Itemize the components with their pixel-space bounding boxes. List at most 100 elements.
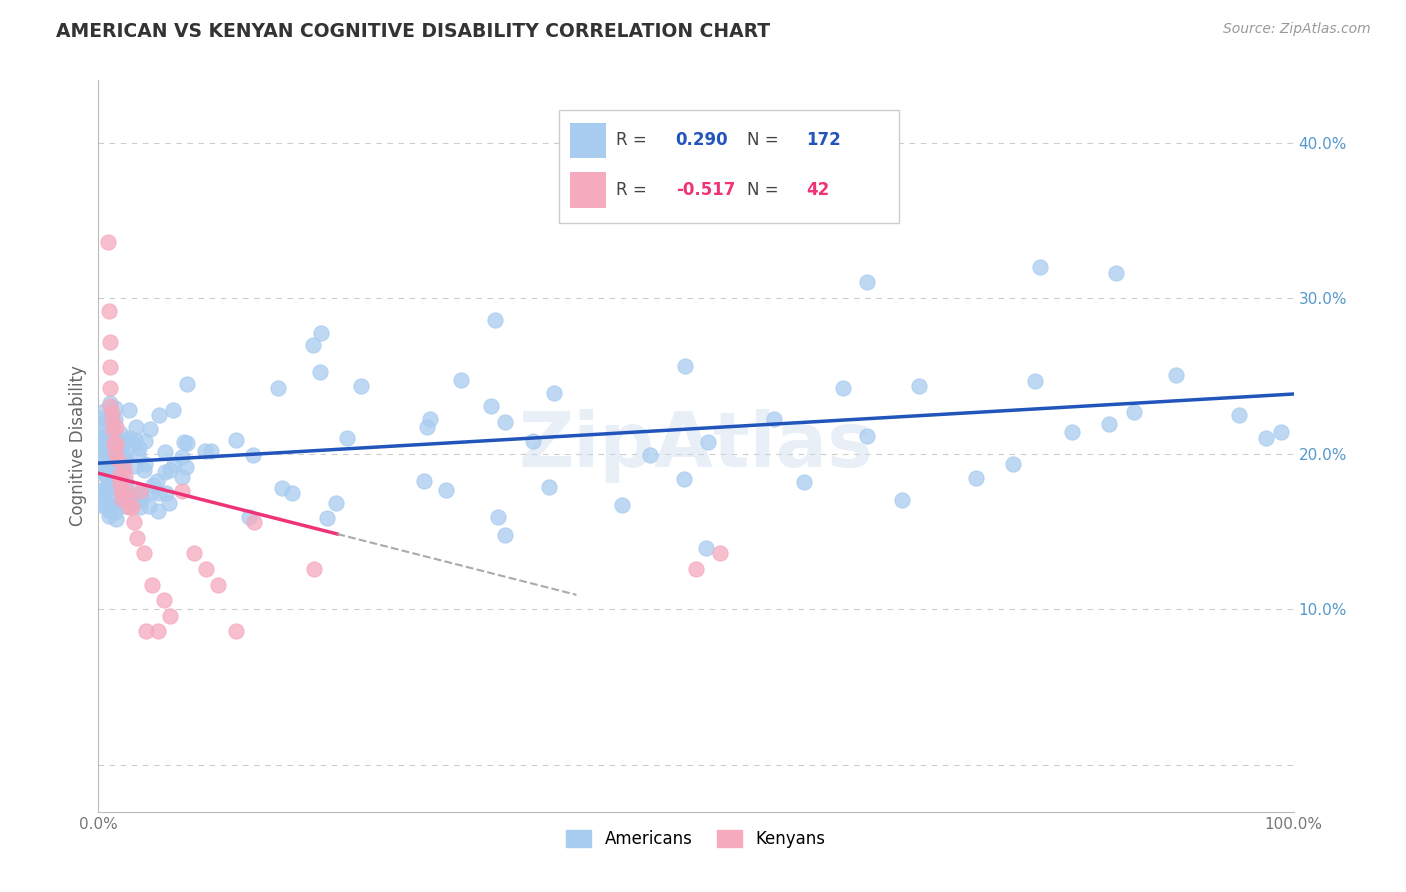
Point <box>486 510 509 524</box>
Point <box>98 303 121 318</box>
Point <box>104 401 127 416</box>
Point <box>127 487 149 501</box>
Point <box>195 562 218 576</box>
Point <box>114 468 136 483</box>
Legend: Americans, Kenyans: Americans, Kenyans <box>560 823 832 855</box>
Point <box>98 503 121 517</box>
Point <box>142 477 165 491</box>
Point <box>207 577 229 591</box>
Point <box>97 446 120 460</box>
Point <box>93 403 115 417</box>
Point <box>91 434 114 449</box>
Point <box>176 460 198 475</box>
Point <box>91 448 114 462</box>
Point <box>494 415 516 429</box>
Point <box>413 475 436 489</box>
Point <box>104 437 127 451</box>
Point <box>94 498 117 512</box>
Point <box>91 489 114 503</box>
Point <box>96 469 118 483</box>
Text: -0.517: -0.517 <box>676 181 735 199</box>
Point <box>91 441 114 455</box>
Point <box>225 434 247 448</box>
Point <box>91 455 114 469</box>
Point <box>173 434 195 449</box>
Bar <box>571 172 606 208</box>
Point <box>94 450 117 465</box>
Point <box>128 493 150 508</box>
Point <box>416 420 439 434</box>
Point <box>537 480 560 494</box>
Point <box>309 365 332 379</box>
Point <box>1227 408 1250 422</box>
Point <box>98 381 122 395</box>
Point <box>91 446 114 460</box>
Text: R =: R = <box>616 181 652 199</box>
Point <box>94 450 117 464</box>
Point <box>105 478 128 492</box>
Point <box>93 499 115 513</box>
Point <box>302 562 325 576</box>
Point <box>93 435 115 450</box>
Point <box>111 446 134 460</box>
Point <box>762 412 785 426</box>
Point <box>115 484 138 499</box>
Point <box>118 402 141 417</box>
Point <box>124 458 146 473</box>
Point <box>134 457 156 471</box>
Point <box>96 434 118 449</box>
Point <box>238 510 260 524</box>
Point <box>172 484 194 499</box>
Point <box>157 496 180 510</box>
Point <box>91 411 114 425</box>
Point <box>891 492 914 507</box>
Point <box>434 483 457 497</box>
Point <box>484 312 506 326</box>
Point <box>110 446 132 460</box>
Point <box>1060 425 1083 439</box>
Point <box>98 447 121 461</box>
Point <box>98 359 122 374</box>
Text: N =: N = <box>748 181 785 199</box>
Point <box>108 469 131 483</box>
Point <box>225 624 247 639</box>
Point <box>111 439 134 453</box>
Point <box>96 460 118 475</box>
Point <box>124 493 146 508</box>
Point <box>1270 425 1292 439</box>
Point <box>125 531 148 545</box>
Point <box>148 408 170 422</box>
Point <box>111 491 134 506</box>
Point <box>96 483 118 498</box>
Point <box>112 451 135 466</box>
Point <box>97 427 120 442</box>
Point <box>107 491 129 505</box>
Point <box>117 491 139 506</box>
Text: R =: R = <box>616 131 652 149</box>
Point <box>280 486 302 500</box>
Point <box>91 421 114 435</box>
Point <box>159 608 181 623</box>
Point <box>146 503 169 517</box>
Point <box>141 577 163 591</box>
Point <box>132 463 155 477</box>
Point <box>200 444 222 458</box>
Point <box>97 448 120 462</box>
Point <box>855 275 877 289</box>
Point <box>134 434 156 448</box>
Point <box>107 466 129 480</box>
Point <box>138 500 160 514</box>
Point <box>153 593 176 607</box>
Point <box>155 485 177 500</box>
Point <box>162 403 184 417</box>
Point <box>793 475 815 490</box>
Point <box>98 399 122 413</box>
Point <box>139 422 162 436</box>
Point <box>419 411 441 425</box>
Point <box>112 465 135 479</box>
Point <box>270 482 292 496</box>
Point <box>128 441 150 455</box>
Point <box>697 434 720 449</box>
Point <box>104 412 127 426</box>
Point <box>96 455 118 469</box>
